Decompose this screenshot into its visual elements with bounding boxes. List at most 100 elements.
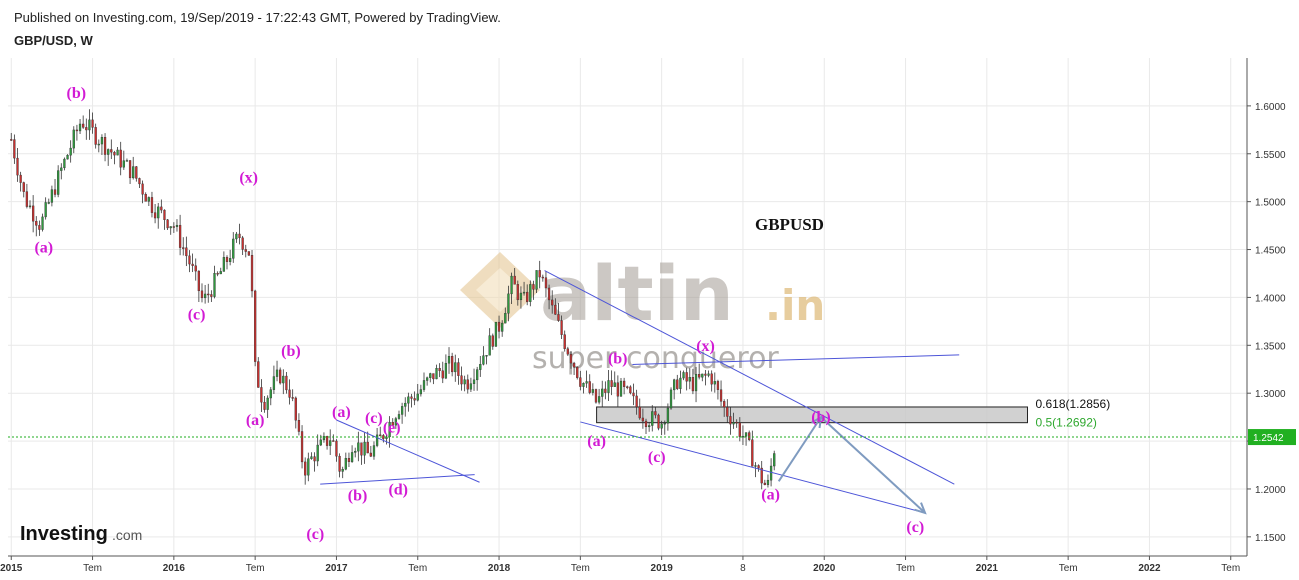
- candle-body: [769, 465, 773, 481]
- candle-body: [751, 439, 754, 467]
- candle-body: [91, 119, 94, 128]
- candle-body: [110, 149, 113, 153]
- x-tick-label: 2015: [0, 563, 23, 574]
- investing-logo: Investing .com: [20, 523, 142, 545]
- wave-label: (d): [388, 482, 408, 499]
- candle-body: [197, 270, 201, 292]
- watermark-diamond-icon: [460, 252, 540, 328]
- forecast-arrow-line: [777, 416, 822, 482]
- trend-line: [320, 474, 475, 485]
- candle-body: [254, 290, 257, 362]
- candle-body: [391, 421, 394, 426]
- candle-body: [407, 396, 410, 404]
- current-price-badge: [1248, 429, 1296, 446]
- candle-body: [616, 382, 620, 397]
- x-tick-label: 2016: [163, 563, 186, 574]
- candle-body: [538, 270, 541, 278]
- candle-body: [738, 422, 741, 437]
- candle-body: [78, 123, 82, 132]
- candle-body: [219, 271, 222, 275]
- candle-body: [579, 377, 582, 387]
- candle-body: [285, 375, 288, 391]
- candle-body: [147, 197, 150, 202]
- y-tick-label: 1.5000: [1255, 198, 1286, 209]
- candle-body: [53, 189, 57, 195]
- candle-body: [82, 123, 85, 128]
- candle-body: [472, 379, 476, 384]
- candle-body: [694, 374, 698, 392]
- x-tick-label: Tem: [83, 563, 102, 574]
- candle-body: [316, 444, 319, 462]
- candle-body: [669, 389, 673, 409]
- candle-body: [379, 434, 382, 437]
- wave-labels: (b)(a)(c)(x)(b)(a)(c)(a) (c)(e)(b) (d)(b)(…: [34, 85, 924, 543]
- candle-body: [307, 458, 310, 476]
- candle-body: [516, 284, 519, 301]
- wave-label: (c): [365, 410, 383, 427]
- y-tick-label: 1.3500: [1255, 341, 1286, 352]
- candle-body: [272, 376, 276, 390]
- x-tick-label: 2020: [813, 563, 836, 574]
- candle-body: [507, 293, 510, 314]
- candle-body: [25, 191, 29, 207]
- candle-body: [723, 401, 726, 408]
- candle-body: [366, 441, 369, 454]
- candle-body: [47, 202, 50, 204]
- x-tick-label: Tem: [1221, 563, 1240, 574]
- candle-body: [244, 249, 247, 252]
- candle-body: [294, 397, 297, 421]
- candle-body: [163, 209, 166, 220]
- y-tick-label: 1.4500: [1255, 246, 1286, 257]
- candle-body: [554, 304, 557, 315]
- candle-body: [425, 377, 429, 381]
- candle-body: [313, 456, 316, 462]
- candle-body: [535, 270, 538, 290]
- candle-body: [513, 275, 516, 285]
- candle-body: [150, 197, 154, 213]
- candle-body: [375, 434, 379, 446]
- candle-body: [85, 127, 88, 131]
- x-tick-label: Tem: [246, 563, 265, 574]
- candle-body: [191, 263, 194, 266]
- candle-body: [125, 160, 129, 162]
- wave-label: (a): [761, 486, 780, 503]
- candle-body: [213, 273, 216, 297]
- candle-body: [629, 386, 632, 394]
- candle-body: [300, 431, 304, 463]
- candle-body: [666, 407, 670, 424]
- candle-body: [228, 258, 232, 262]
- candle-body: [350, 452, 354, 462]
- candle-body: [38, 225, 41, 230]
- chart-axes: 1.6000 1.5500 1.5000 1.4500 1.4000 1.3500 1.30…: [0, 58, 1296, 574]
- x-tick-label: Tem: [571, 563, 590, 574]
- candle-body: [491, 335, 494, 347]
- candle-body: [485, 355, 488, 357]
- candle-body: [457, 362, 460, 376]
- candle-body: [560, 320, 563, 335]
- candle-body: [654, 411, 657, 416]
- candle-body: [94, 127, 97, 145]
- wave-label: (b): [608, 351, 628, 368]
- candle-body: [441, 370, 444, 379]
- wave-label: (c): [188, 306, 206, 323]
- candle-body: [610, 380, 613, 387]
- x-tick-label: 2017: [325, 563, 348, 574]
- watermark-tagline: super conqueror: [532, 341, 779, 376]
- candle-body: [597, 396, 601, 403]
- candle-body: [569, 354, 573, 364]
- candle-body: [203, 293, 207, 299]
- candle-body: [297, 420, 301, 432]
- candle-body: [613, 382, 616, 387]
- y-tick-label: 1.5500: [1255, 150, 1286, 161]
- candle-body: [719, 389, 723, 402]
- candle-body: [504, 313, 507, 324]
- candle-body: [657, 414, 660, 429]
- candle-body: [685, 372, 688, 382]
- candle-body: [676, 379, 679, 389]
- candle-body: [397, 414, 401, 419]
- candle-body: [451, 356, 454, 373]
- y-tick-label: 1.1500: [1255, 533, 1286, 544]
- candle-body: [135, 166, 138, 179]
- altin-watermark: altin .in super conqueror: [460, 249, 825, 376]
